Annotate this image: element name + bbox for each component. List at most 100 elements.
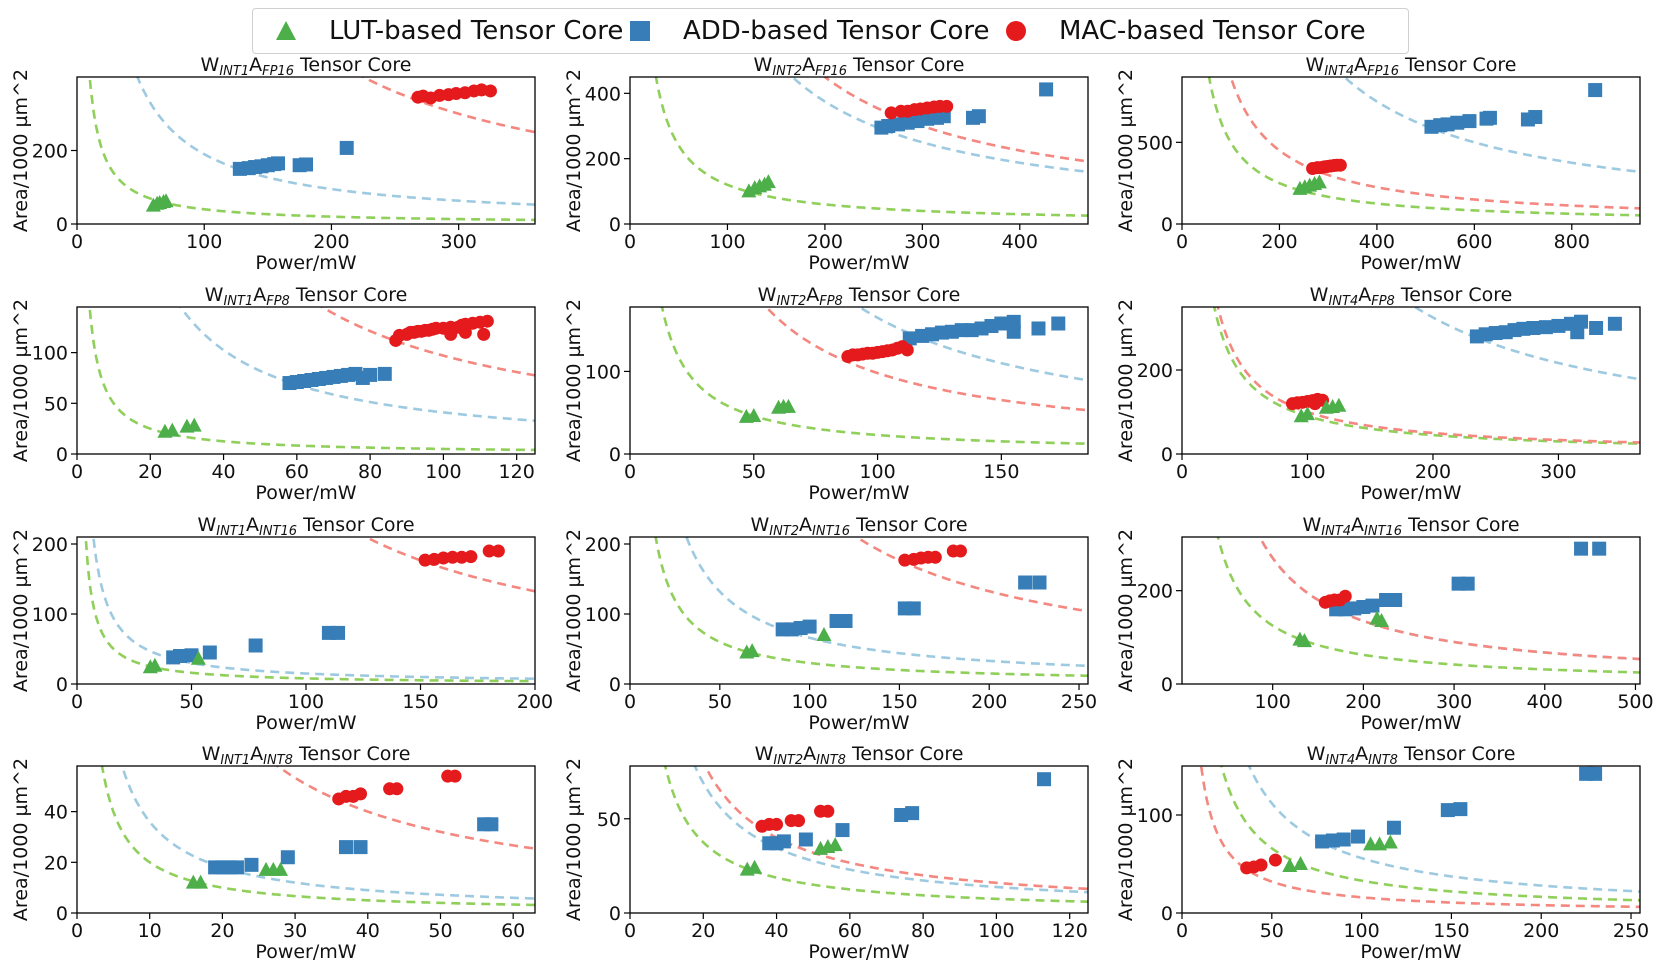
add-point (1006, 324, 1021, 339)
subplot-title: WINT1AINT8 Tensor Core (202, 743, 411, 768)
mac-point (390, 782, 404, 796)
subplot-title: WINT2AINT16 Tensor Core (750, 514, 967, 539)
add-point (1031, 321, 1046, 336)
add-point (1388, 593, 1403, 607)
axes-frame (1181, 536, 1641, 685)
fit-curve-lut (663, 766, 1088, 903)
x-tick-label: 100 (288, 691, 324, 713)
y-axis-label: Area/1000 µm^2 (1115, 69, 1137, 232)
fit-curve-mac (319, 307, 535, 377)
legend-item-add: ADD-based Tensor Core (629, 15, 989, 47)
lut-point (190, 650, 206, 665)
y-tick-label: 400 (585, 83, 621, 105)
mac-point (480, 314, 494, 328)
axes-frame (1181, 76, 1641, 225)
mac-point (940, 99, 954, 113)
add-point (1453, 802, 1468, 817)
x-tick-label: 80 (911, 920, 935, 942)
axes-frame (629, 76, 1089, 225)
add-point (173, 649, 188, 663)
axes-frame (629, 306, 1089, 455)
mac-point (482, 544, 496, 558)
circle-marker-icon (1005, 20, 1027, 42)
fit-curve-lut (1212, 307, 1640, 445)
y-tick-label: 200 (1137, 360, 1173, 382)
add-point (1588, 83, 1603, 98)
add-point (339, 140, 354, 155)
x-tick-label: 150 (402, 691, 438, 713)
add-point (1365, 598, 1380, 613)
x-tick-label: 150 (881, 691, 917, 713)
y-tick-label: 50 (44, 393, 68, 415)
lut-point (1374, 613, 1390, 627)
fit-curve-add (178, 307, 535, 422)
add-point (280, 850, 295, 865)
fit-curve-mac (703, 766, 1088, 891)
y-tick-label: 200 (585, 534, 621, 556)
subplot-title: WINT2AFP16 Tensor Core (754, 54, 965, 79)
x-tick-label: 800 (1554, 231, 1590, 253)
lut-point (827, 837, 843, 852)
y-tick-label: 100 (32, 604, 68, 626)
y-tick-label: 0 (609, 214, 621, 236)
lut-point (744, 643, 760, 658)
y-tick-label: 200 (1137, 581, 1173, 603)
axes-frame (76, 765, 536, 914)
x-tick-label: 40 (764, 920, 788, 942)
fit-curve-lut (1207, 77, 1640, 217)
fit-curve-lut (654, 537, 1088, 678)
mac-point (900, 343, 914, 357)
subplot-title: WINT1AFP8 Tensor Core (205, 284, 408, 309)
add-point (1018, 575, 1033, 590)
add-point (1574, 541, 1589, 556)
lut-point (746, 408, 762, 423)
y-tick-label: 100 (585, 604, 621, 626)
legend-label-mac: MAC-based Tensor Core (1059, 16, 1366, 46)
x-tick-label: 200 (1523, 920, 1559, 942)
y-tick-label: 0 (609, 903, 621, 925)
y-tick-label: 200 (32, 141, 68, 163)
subplot-title: WINT1AFP16 Tensor Core (201, 54, 412, 79)
y-tick-label: 0 (56, 444, 68, 466)
x-tick-label: 60 (838, 920, 862, 942)
mac-point (448, 769, 462, 783)
x-tick-label: 250 (1613, 920, 1649, 942)
x-tick-label: 0 (1176, 461, 1188, 483)
x-tick-label: 0 (624, 231, 636, 253)
mac-point (770, 817, 784, 831)
y-tick-label: 0 (56, 903, 68, 925)
add-point (1039, 82, 1054, 97)
x-tick-label: 400 (1527, 691, 1563, 713)
x-tick-label: 200 (313, 231, 349, 253)
fit-curve-lut (88, 77, 535, 222)
x-tick-label: 0 (1176, 920, 1188, 942)
y-tick-label: 0 (56, 674, 68, 696)
add-point (1460, 576, 1475, 591)
fit-curve-mac (1216, 307, 1640, 444)
y-tick-label: 200 (32, 534, 68, 556)
x-tick-label: 50 (708, 691, 732, 713)
y-tick-label: 0 (1161, 214, 1173, 236)
y-axis-label: Area/1000 µm^2 (10, 529, 32, 692)
fit-curve-lut (660, 307, 1088, 445)
add-point (377, 366, 392, 381)
add-point (484, 817, 499, 832)
x-tick-label: 150 (983, 461, 1019, 483)
lut-point (164, 422, 180, 437)
add-point (1386, 820, 1401, 835)
add-point (1032, 575, 1047, 590)
fit-curve-lut (100, 766, 535, 907)
add-point (248, 638, 263, 653)
x-tick-label: 20 (210, 920, 234, 942)
y-tick-label: 100 (1137, 805, 1173, 827)
x-tick-label: 0 (624, 691, 636, 713)
lut-point (273, 861, 289, 876)
fit-curve-add (685, 537, 1088, 668)
y-tick-label: 100 (585, 361, 621, 383)
x-axis-label: Power/mW (255, 482, 356, 504)
x-tick-label: 100 (186, 231, 222, 253)
x-tick-label: 300 (1540, 461, 1576, 483)
lut-point (1331, 397, 1347, 412)
